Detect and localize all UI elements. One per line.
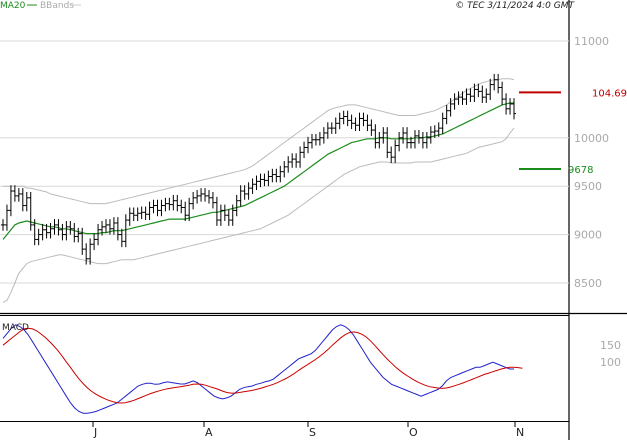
legend-ma20: MA20	[0, 1, 26, 11]
price-tick-label: 9000	[574, 229, 602, 242]
legend-bbands: BBands	[40, 1, 74, 11]
x-tick-label: S	[309, 426, 316, 439]
macd-tick-label: 150	[600, 339, 621, 352]
price-tick-label: 8500	[574, 277, 602, 290]
x-tick-label: N	[516, 426, 524, 439]
macd-line	[2, 324, 514, 414]
x-tick-label: O	[409, 426, 418, 439]
bollinger-bands	[2, 78, 515, 303]
price-annotations: 104.69 9678	[519, 88, 627, 176]
price-tick-label: 11000	[574, 35, 609, 48]
x-tick-label: A	[205, 426, 213, 439]
bband-lower-line	[2, 127, 515, 303]
ma20-line	[2, 102, 514, 240]
macd-panel	[2, 324, 523, 414]
price-tick-label: 9500	[574, 180, 602, 193]
macd-tick-label: 100	[600, 356, 621, 369]
ohlc-bars	[1, 73, 516, 265]
macd-signal-line	[2, 327, 523, 404]
annotation-label: 104.69	[592, 88, 627, 99]
price-tick-label: 10000	[574, 132, 609, 145]
ma20-path	[2, 102, 514, 240]
chart-area	[0, 0, 569, 440]
macd-label: MACD	[2, 323, 29, 333]
gridlines: 8500 9000 9500 10000 11000 100 150	[0, 35, 621, 369]
timestamp: © TEC 3/11/2024 4:0 GMT	[455, 1, 575, 11]
x-tick-label: J	[93, 426, 97, 439]
annotation-label: 9678	[568, 165, 593, 176]
bband-upper-line	[3, 78, 515, 205]
